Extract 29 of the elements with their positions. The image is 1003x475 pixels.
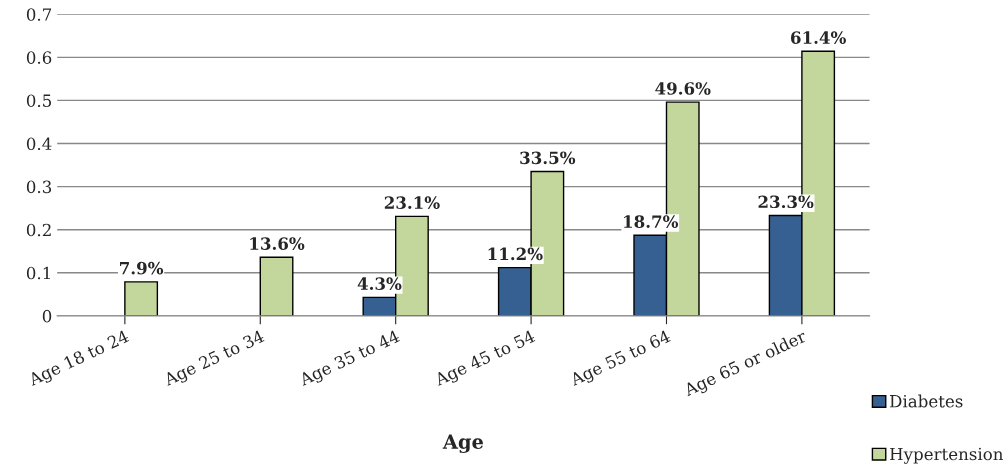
data-label: 18.7% [624, 215, 679, 228]
y-tick-label: 0.4 [26, 137, 52, 151]
data-label: 61.4% [790, 31, 846, 44]
y-tick-label: 0.2 [26, 223, 51, 237]
bar [124, 281, 159, 316]
legend-label: Diabetes [890, 394, 963, 408]
data-label: 23.1% [384, 196, 440, 209]
data-label: 4.3% [357, 277, 402, 290]
x-tick-label: Age 55 to 64 [568, 329, 673, 390]
y-tick-label: 0.1 [26, 266, 50, 280]
x-tick-label: Age 45 to 54 [433, 329, 538, 390]
data-label: 33.5% [520, 151, 576, 165]
data-label: 23.3% [758, 195, 814, 209]
data-label: 11.2% [488, 247, 543, 261]
x-tick-label: Age 65 or older [682, 329, 809, 400]
x-axis-title: Age [442, 434, 484, 454]
data-label: 49.6% [655, 82, 711, 95]
x-tick-label: Age 18 to 24 [27, 329, 131, 390]
x-tick-label: Age 25 to 34 [162, 329, 267, 390]
y-tick-label: 0 [42, 309, 52, 323]
y-tick-label: 0.7 [26, 8, 52, 21]
data-label: 7.9% [120, 261, 164, 275]
y-tick-label: 0.3 [26, 180, 52, 194]
y-tick-label: 0.5 [26, 94, 52, 107]
bar [259, 256, 294, 316]
y-tick-label: 0.6 [26, 51, 52, 64]
x-tick-label: Age 35 to 44 [298, 329, 402, 390]
legend-label: Hypertension [890, 447, 1003, 464]
data-label: 13.6% [250, 237, 305, 250]
